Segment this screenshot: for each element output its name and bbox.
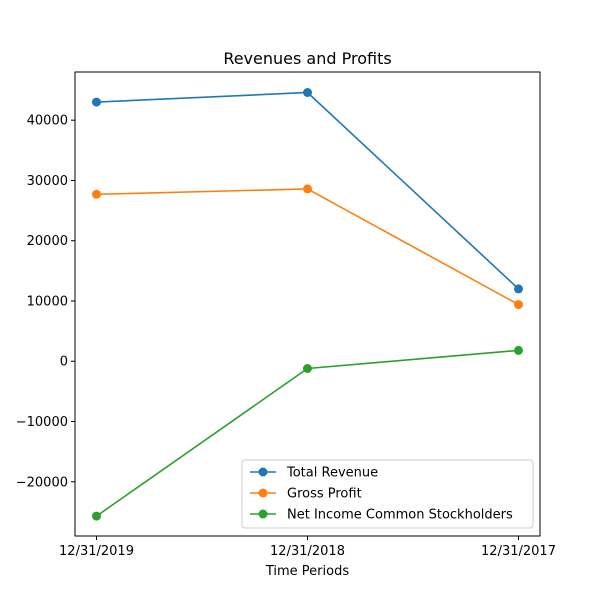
x-axis-label: Time Periods <box>265 564 349 579</box>
data-point <box>92 97 101 107</box>
y-tick-label: 10000 <box>27 294 68 309</box>
y-tick-label: −10000 <box>16 415 68 430</box>
data-point <box>92 189 101 199</box>
x-tick-label: 12/31/2018 <box>270 544 345 559</box>
y-tick-label: 30000 <box>27 174 68 189</box>
legend-marker <box>258 488 268 498</box>
data-point <box>303 184 312 194</box>
legend-label: Total Revenue <box>286 466 378 481</box>
x-tick-label: 12/31/2019 <box>59 544 134 559</box>
data-point <box>514 345 523 355</box>
data-point <box>303 364 312 373</box>
legend-label: Net Income Common Stockholders <box>287 508 513 523</box>
chart-title: Revenues and Profits <box>223 49 391 68</box>
data-point <box>514 284 523 294</box>
y-tick-label: −20000 <box>16 475 68 490</box>
data-point <box>303 88 312 97</box>
x-tick-label: 12/31/2017 <box>481 544 556 559</box>
data-point <box>514 300 523 310</box>
legend-label: Gross Profit <box>287 487 362 502</box>
legend: Total Revenue Gross Profit Net Income Comm… <box>241 459 534 529</box>
legend-marker <box>258 467 268 477</box>
series-line-2 <box>96 188 519 306</box>
legend-box <box>241 459 534 529</box>
legend-marker <box>258 509 268 519</box>
y-tick-label: 0 <box>60 355 68 370</box>
data-point <box>92 511 101 521</box>
y-tick-label: 40000 <box>27 114 68 129</box>
y-tick-label: 20000 <box>27 234 68 249</box>
plot-area: −20000 −10000 0 10000 20000 30000 40000 12/31/2… <box>16 71 556 559</box>
